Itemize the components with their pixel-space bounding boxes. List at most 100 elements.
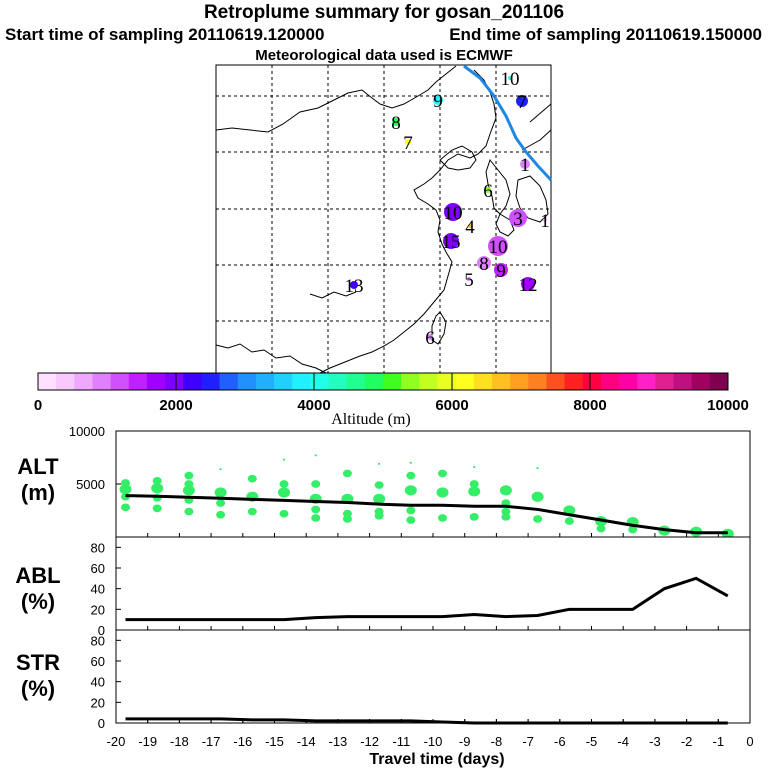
colorbar-cell (310, 373, 330, 390)
y-tick-label: 40 (91, 582, 105, 597)
x-tick-label: -15 (265, 734, 284, 749)
colorbar-tick-label: 4000 (297, 397, 330, 414)
alt-scatter-point (406, 506, 416, 515)
colorbar-cell (528, 373, 547, 390)
x-tick-label: -17 (202, 734, 221, 749)
abl-line (125, 576, 729, 622)
map-point-marker (543, 218, 547, 222)
colorbar-cell (292, 373, 311, 390)
alt-median-line (125, 494, 728, 535)
alt-scatter-point (152, 504, 162, 513)
colorbar-cell (655, 373, 675, 390)
map-point-marker (350, 281, 358, 289)
alt-scatter-point (564, 517, 574, 525)
alt-scatter-point (438, 514, 448, 522)
alt-scatter-point (279, 509, 289, 518)
x-tick-label: -11 (392, 734, 410, 749)
alt-scatter-point (182, 485, 195, 496)
map-point-marker (405, 139, 411, 145)
map-point-marker (509, 209, 527, 227)
alt-scatter-point (531, 491, 544, 502)
alt-scatter-point (311, 505, 321, 514)
colorbar-cell (183, 373, 202, 390)
x-tick-label: -20 (107, 734, 126, 749)
alt-scatter-point (469, 480, 479, 488)
x-tick-label: -13 (329, 734, 348, 749)
alt-scatter-point (628, 525, 638, 534)
x-tick-label: -16 (233, 734, 252, 749)
alt-scatter-point (119, 484, 132, 495)
map-point-label: 9 (433, 91, 443, 112)
alt-scatter-point (247, 474, 257, 483)
y-tick-label: 80 (91, 540, 105, 555)
colorbar-cell (346, 373, 366, 390)
map-point-label: 13 (345, 276, 364, 297)
colorbar-cell (582, 373, 602, 390)
abl-frame (115, 536, 751, 631)
colorbar-cell (401, 373, 420, 390)
alt-scatter-point (404, 485, 417, 496)
alt-scatter-point (121, 479, 131, 487)
alt-scatter-point (473, 466, 476, 469)
colorbar-cell (383, 373, 402, 390)
colorbar-cell (328, 373, 348, 390)
map-gridlines (216, 65, 551, 373)
map-point-marker (485, 187, 491, 193)
map-frame (215, 64, 552, 374)
map-point-marker (468, 224, 472, 228)
abl-ylabel-1: ABL (15, 563, 60, 588)
str-line (125, 717, 728, 725)
colorbar-cell (74, 373, 93, 390)
colorbar-cell (219, 373, 239, 390)
map-point-label: 7 (403, 133, 413, 154)
y-tick-label: 5000 (76, 477, 105, 492)
colorbar-cell (110, 373, 130, 390)
y-tick-label: 10000 (69, 424, 105, 439)
map-point-label: 1 (540, 211, 550, 232)
end-time: End time of sampling 20110619.150000 (449, 25, 762, 44)
colorbar-cell (437, 373, 457, 390)
alt-ylabel-1: ALT (17, 454, 59, 479)
y-tick-label: 20 (91, 602, 105, 617)
map-point-marker (520, 159, 530, 169)
colorbar-label: Altitude (m) (331, 411, 411, 428)
map-point-label: 6 (483, 181, 493, 202)
alt-scatter-point (342, 515, 352, 523)
colorbar-cell (38, 373, 57, 390)
alt-scatter-point (406, 516, 416, 524)
colorbar-cell (564, 373, 584, 390)
map-point-label: 9 (496, 261, 506, 282)
colorbar-cell (364, 373, 384, 390)
alt-scatter-point (342, 469, 352, 478)
alt-scatter-point (342, 509, 352, 518)
colorbar-cell (546, 373, 566, 390)
colorbar-cell (637, 373, 656, 390)
alt-scatter-point (501, 513, 511, 521)
map-point-label: 6 (425, 328, 435, 349)
abl-panel: 0 20 40 60 80 ABL (%) (15, 536, 751, 638)
colorbar-cell (709, 373, 729, 390)
x-tick-label: -9 (459, 734, 471, 749)
colorbar-cell (491, 373, 511, 390)
map-point-label: 5 (464, 270, 474, 291)
map-point-label: 8 (391, 113, 401, 134)
map-point-marker (521, 277, 535, 291)
alt-scatter-point (216, 499, 226, 507)
colorbar-cell (201, 373, 221, 390)
map-point-label: 8 (479, 254, 489, 275)
alt-scatter-point (377, 462, 381, 465)
x-tick-label: -19 (138, 734, 157, 749)
x-tick-label: -10 (424, 734, 443, 749)
alt-scatter-point (406, 471, 416, 480)
str-frame (115, 629, 751, 724)
colorbar-cell (691, 373, 711, 390)
y-tick-label: 0 (98, 716, 105, 731)
abl-ylabel-2: (%) (21, 589, 55, 614)
x-tick-label: 0 (746, 734, 753, 749)
alt-scatter-point (184, 480, 194, 488)
y-tick-label: 20 (91, 695, 105, 710)
x-tick-label: -3 (649, 734, 661, 749)
alt-scatter-point (311, 514, 321, 522)
alt-scatter-point (536, 467, 539, 470)
alt-scatter-point (438, 469, 448, 478)
